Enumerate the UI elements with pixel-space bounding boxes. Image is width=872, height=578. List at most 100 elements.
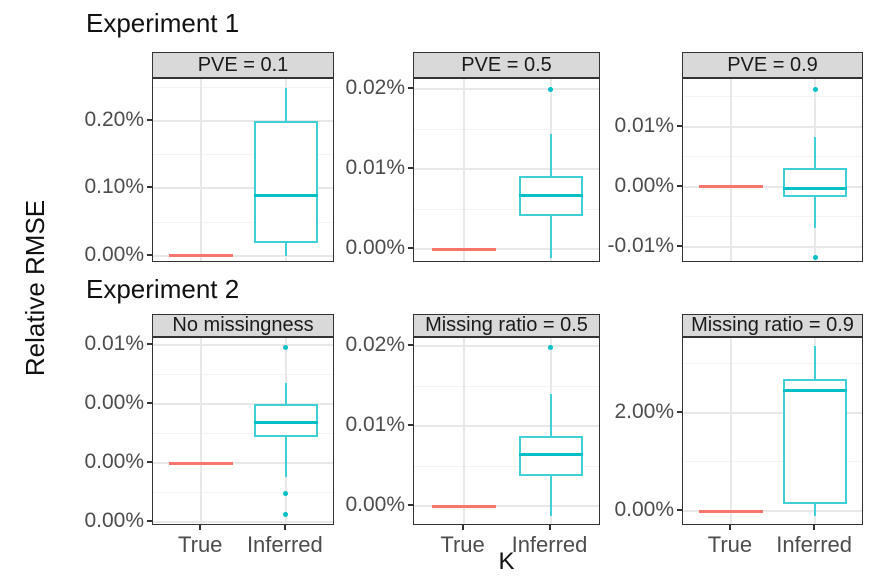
x-category-label: Inferred bbox=[511, 532, 588, 557]
outlier-dot bbox=[283, 491, 289, 497]
minor-gridline bbox=[153, 374, 333, 376]
x-category-label: True bbox=[178, 532, 223, 557]
true-boxplot-line bbox=[431, 504, 496, 508]
y-tick-label: -0.01% bbox=[607, 233, 674, 257]
experiment-2-title: Experiment 2 bbox=[86, 274, 240, 304]
y-tick-mark bbox=[408, 424, 413, 426]
plot-panel bbox=[413, 78, 600, 262]
x-tick-mark bbox=[548, 525, 551, 530]
lower-whisker bbox=[814, 504, 817, 516]
lower-whisker bbox=[284, 243, 287, 256]
upper-whisker bbox=[284, 382, 287, 405]
boxplot-median bbox=[783, 186, 848, 190]
boxplot-box bbox=[783, 379, 848, 505]
major-gridline bbox=[153, 187, 333, 190]
y-tick-label: 0.01% bbox=[345, 413, 405, 436]
boxplot-box bbox=[518, 435, 583, 476]
y-tick-label: 0.00% bbox=[614, 173, 674, 197]
x-tick-mark bbox=[283, 525, 286, 530]
minor-gridline bbox=[153, 154, 333, 156]
boxplot-box bbox=[253, 404, 318, 438]
major-gridline bbox=[153, 344, 333, 347]
minor-gridline bbox=[683, 96, 862, 98]
vertical-gridline bbox=[462, 79, 465, 261]
minor-gridline bbox=[153, 221, 333, 223]
outlier-dot bbox=[812, 86, 818, 92]
y-tick-mark bbox=[408, 247, 413, 249]
y-tick-label: 0.02% bbox=[345, 76, 405, 99]
x-tick-mark bbox=[461, 525, 464, 530]
x-category-label: Inferred bbox=[246, 532, 323, 557]
true-boxplot-line bbox=[169, 461, 234, 465]
minor-gridline bbox=[683, 216, 862, 218]
major-gridline bbox=[414, 345, 599, 347]
boxplot-median bbox=[253, 193, 318, 197]
x-category-label: True bbox=[440, 532, 485, 557]
true-boxplot-line bbox=[698, 509, 763, 513]
outlier-dot bbox=[548, 345, 553, 351]
facet-strip: PVE = 0.1 bbox=[152, 52, 334, 78]
minor-gridline bbox=[414, 208, 599, 210]
y-tick-label: 0.10% bbox=[84, 175, 144, 199]
true-boxplot-line bbox=[169, 254, 234, 258]
upper-whisker bbox=[814, 137, 817, 168]
y-tick-label: 0.00% bbox=[84, 391, 144, 415]
x-category-label: True bbox=[707, 532, 753, 557]
y-tick-label: 0.00% bbox=[345, 236, 405, 259]
experiment-1-title: Experiment 1 bbox=[86, 8, 240, 38]
plot-panel bbox=[413, 337, 600, 525]
y-tick-mark bbox=[677, 244, 682, 247]
facet-strip: Missing ratio = 0.9 bbox=[682, 314, 863, 337]
facet-strip: PVE = 0.5 bbox=[413, 52, 600, 78]
y-tick-mark bbox=[147, 343, 152, 346]
minor-gridline bbox=[153, 433, 333, 435]
facet-strip: Missing ratio = 0.5 bbox=[413, 314, 600, 337]
y-tick-mark bbox=[677, 184, 682, 187]
x-axis-title: K bbox=[498, 548, 515, 575]
major-gridline bbox=[414, 248, 599, 250]
y-axis-title: Relative RMSE bbox=[20, 199, 50, 377]
minor-gridline bbox=[414, 465, 599, 467]
y-tick-mark bbox=[677, 124, 682, 127]
major-gridline bbox=[414, 88, 599, 90]
major-gridline bbox=[153, 119, 333, 122]
facet-strip: No missingness bbox=[152, 314, 334, 337]
minor-gridline bbox=[153, 492, 333, 493]
boxplot-median bbox=[518, 193, 583, 197]
y-tick-label: 0.00% bbox=[84, 508, 144, 532]
lower-whisker bbox=[549, 475, 552, 517]
y-tick-label: 0.01% bbox=[345, 156, 405, 179]
minor-gridline bbox=[414, 128, 599, 130]
boxplot-median bbox=[783, 389, 848, 393]
x-category-label: Inferred bbox=[776, 532, 853, 557]
major-gridline bbox=[683, 245, 862, 248]
upper-whisker bbox=[549, 394, 552, 436]
y-tick-mark bbox=[408, 344, 413, 346]
plot-panel bbox=[152, 337, 334, 525]
y-tick-label: 0.01% bbox=[84, 332, 144, 356]
vertical-gridline bbox=[729, 338, 732, 524]
major-gridline bbox=[683, 411, 862, 414]
vertical-gridline bbox=[200, 79, 203, 261]
true-boxplot-line bbox=[431, 247, 496, 251]
lower-whisker bbox=[284, 437, 287, 478]
upper-whisker bbox=[284, 87, 287, 121]
y-tick-label: 0.00% bbox=[345, 493, 405, 516]
minor-gridline bbox=[414, 385, 599, 387]
y-tick-mark bbox=[408, 504, 413, 506]
x-tick-mark bbox=[813, 525, 816, 530]
major-gridline bbox=[153, 462, 333, 465]
y-tick-mark bbox=[677, 509, 682, 511]
y-tick-label: 0.00% bbox=[84, 242, 144, 266]
minor-gridline bbox=[683, 156, 862, 158]
y-tick-label: 0.00% bbox=[614, 498, 674, 521]
y-tick-mark bbox=[147, 253, 152, 256]
upper-whisker bbox=[814, 345, 817, 380]
facet-strip: PVE = 0.9 bbox=[682, 52, 863, 78]
major-gridline bbox=[683, 510, 862, 512]
y-tick-mark bbox=[147, 461, 152, 464]
y-tick-mark bbox=[147, 402, 152, 405]
y-tick-mark bbox=[408, 167, 413, 169]
y-tick-mark bbox=[147, 519, 152, 522]
